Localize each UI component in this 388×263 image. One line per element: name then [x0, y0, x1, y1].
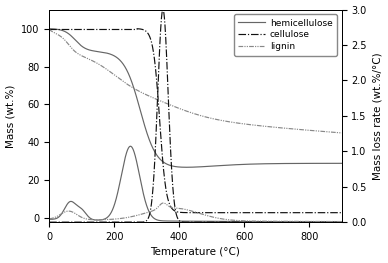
hemicellulose: [47, 27, 52, 30]
hemicellulose: [184, 166, 189, 169]
lignin: [80, 55, 85, 58]
cellulose: [80, 28, 85, 31]
lignin: [302, 128, 307, 132]
lignin: [340, 131, 344, 134]
hemicellulose: [159, 159, 164, 162]
cellulose: [47, 28, 52, 31]
Y-axis label: Mass (wt.%): Mass (wt.%): [5, 84, 16, 148]
lignin: [159, 100, 164, 103]
hemicellulose: [98, 50, 102, 53]
Line: lignin: lignin: [49, 29, 342, 133]
lignin: [334, 131, 338, 134]
hemicellulose: [302, 162, 307, 165]
lignin: [98, 63, 102, 67]
Legend: hemicellulose, cellulose, lignin: hemicellulose, cellulose, lignin: [234, 14, 337, 55]
cellulose: [334, 211, 338, 214]
cellulose: [340, 211, 344, 214]
hemicellulose: [334, 162, 338, 165]
cellulose: [172, 209, 177, 212]
cellulose: [302, 211, 307, 214]
lignin: [172, 105, 177, 108]
Y-axis label: Mass loss rate (wt.%/°C): Mass loss rate (wt.%/°C): [372, 52, 383, 180]
Line: hemicellulose: hemicellulose: [49, 29, 342, 167]
hemicellulose: [172, 165, 177, 168]
lignin: [47, 27, 52, 31]
hemicellulose: [340, 162, 344, 165]
cellulose: [277, 211, 281, 214]
hemicellulose: [80, 45, 85, 48]
cellulose: [135, 27, 139, 30]
X-axis label: Temperature (°C): Temperature (°C): [151, 247, 241, 257]
cellulose: [159, 143, 164, 146]
Line: cellulose: cellulose: [49, 29, 342, 213]
cellulose: [98, 28, 102, 31]
